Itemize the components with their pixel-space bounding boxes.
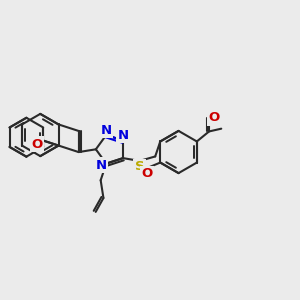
Text: O: O bbox=[208, 111, 220, 124]
Text: S: S bbox=[135, 160, 145, 173]
Text: O: O bbox=[141, 167, 153, 180]
Text: N: N bbox=[117, 129, 129, 142]
Text: N: N bbox=[101, 124, 112, 136]
Text: O: O bbox=[32, 137, 43, 151]
Text: N: N bbox=[96, 159, 107, 172]
